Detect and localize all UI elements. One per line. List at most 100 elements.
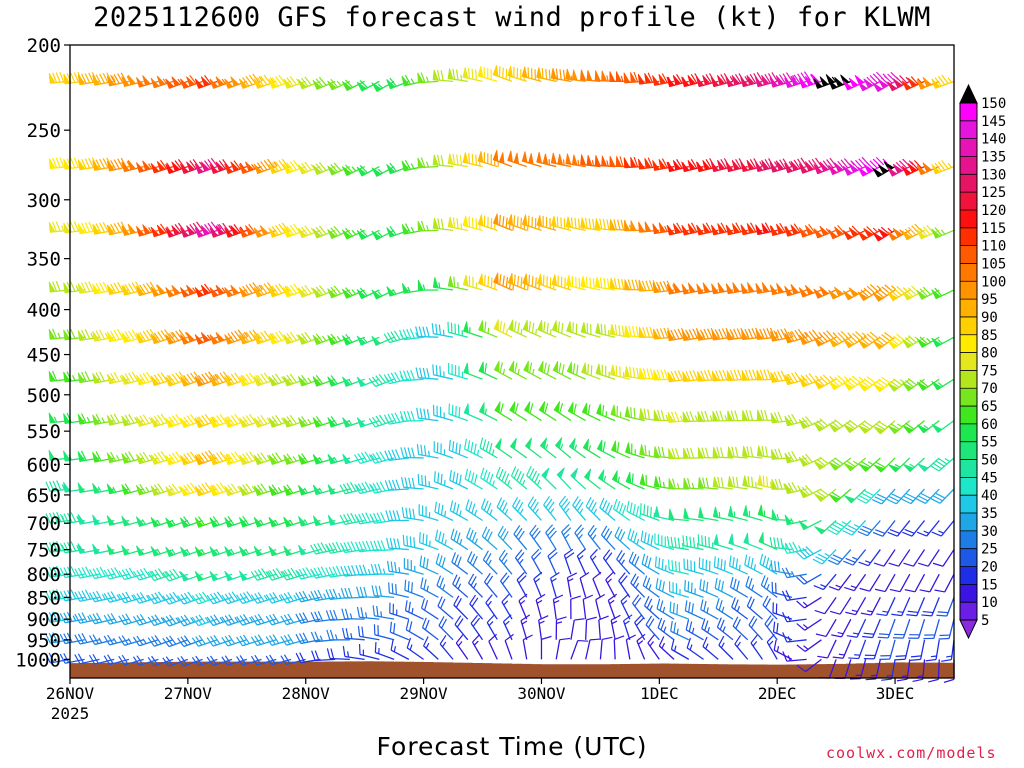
barb-full [263,283,271,293]
barb-full [436,69,441,81]
wind-barb [466,527,483,551]
barb-full [70,328,76,339]
barb-full [701,618,706,629]
barb-flag [687,223,696,234]
barb-full [59,157,65,168]
barb-full [635,279,639,290]
barb-flag [209,78,219,89]
barb-flag [625,472,632,484]
barb-full [407,447,412,458]
barb-full [735,477,739,488]
barb-flag [253,227,263,238]
barb-full [204,283,212,293]
barb-flag [171,284,181,296]
wind-barb [341,164,365,176]
wind-barb [638,221,660,233]
barb-full [333,285,342,295]
wind-barb [580,154,601,168]
wind-barb [683,558,704,575]
barb-flag [609,156,616,167]
barb-full [498,468,504,480]
wind-barb [796,639,822,652]
barb-full [131,282,139,292]
barb-full [633,156,639,168]
barb-half [775,331,779,338]
barb-full [704,536,707,547]
barb-full [674,411,680,422]
barb-flag [625,442,631,455]
wind-barb [923,618,940,640]
barb-full [910,658,921,661]
barb-flag [48,221,56,233]
barb-full [555,68,559,80]
barb-full [502,275,505,287]
barb-flag [652,160,661,171]
barb-full [472,555,478,566]
barb-full [416,444,420,455]
barb-flag [253,545,263,557]
wind-barb [499,572,513,598]
barb-full [793,74,801,84]
barb-half [649,605,653,611]
wind-barb [566,321,586,338]
barb-half [825,228,831,234]
wind-barb [842,331,867,349]
barb-full [55,281,61,292]
barb-full [459,155,463,166]
barb-half [897,610,904,613]
barb-half [380,611,383,618]
barb-full [504,473,510,484]
barb-full [586,616,597,621]
barb-full [233,160,241,170]
barb-flag [142,75,151,86]
barb-flag [106,284,116,295]
barb-full [178,329,186,339]
barb-half [549,328,552,335]
barb-full [263,74,271,84]
wind-barb [509,437,528,459]
barb-flag [386,79,396,90]
barb-full [718,600,723,611]
barb-half [166,162,171,168]
barb-full [604,502,611,513]
barb-full [576,548,586,557]
wind-barb [327,226,351,240]
barb-flag [92,223,101,235]
barb-full [73,72,80,83]
barb-half [487,600,492,607]
wind-barb [630,573,646,598]
barb-full [690,447,695,459]
barb-full [570,595,581,600]
wind-barb [901,76,925,91]
wind-barb [492,65,513,82]
barb-full [293,283,301,293]
barb-flag [498,152,505,165]
barb-flag [165,78,175,89]
barb-full [438,324,442,335]
wind-barb [405,619,424,641]
barb-half [867,610,873,613]
barb-full [715,598,720,609]
barb-full [616,219,621,230]
barb-full [344,79,354,88]
barb-half [258,284,263,291]
barb-full [423,636,429,647]
barb-full [110,283,117,294]
barb-full [934,287,943,297]
barb-flag [769,284,779,295]
barb-flag [790,75,800,86]
barb-full [641,553,646,565]
barb-flag [887,291,898,302]
barb-full [102,221,109,232]
barb-full [275,284,283,294]
barb-half [239,162,245,169]
wind-barb [654,556,675,575]
barb-staff [869,573,881,592]
barb-full [889,588,901,593]
barb-full [904,228,913,237]
barb-flag [341,288,352,299]
barb-full [576,364,579,376]
barb-full [81,73,87,84]
barb-flag [580,322,587,334]
barb-full [776,329,783,340]
